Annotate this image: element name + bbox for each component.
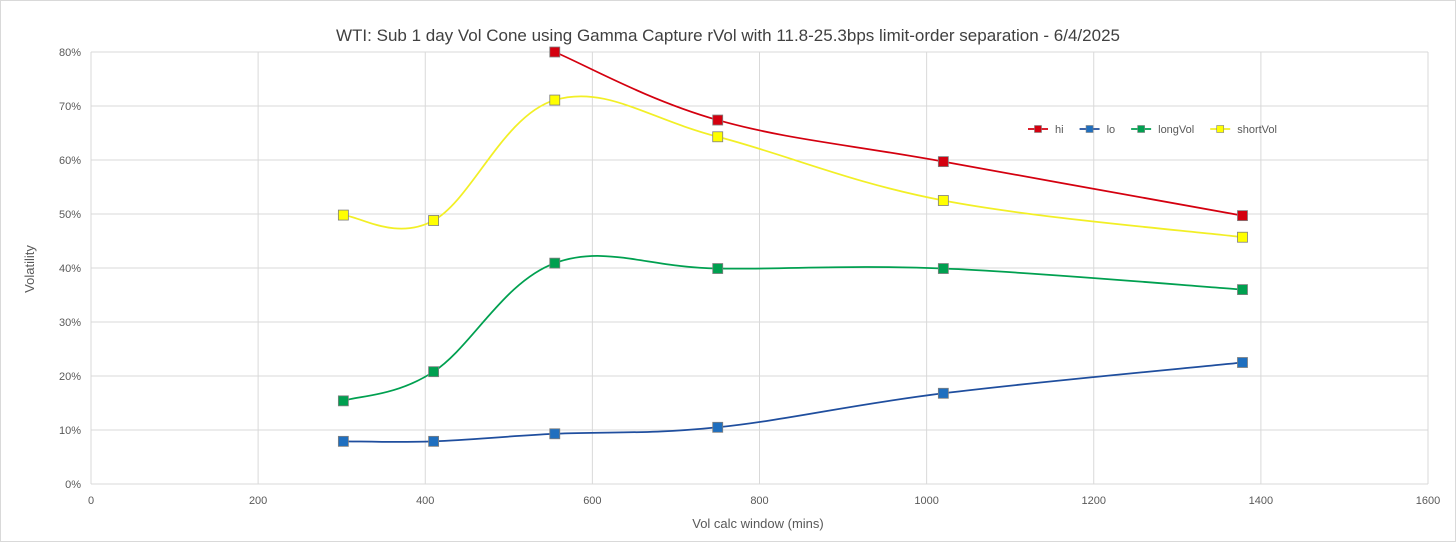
x-tick-label: 800	[750, 495, 768, 507]
y-tick-label: 0%	[65, 479, 81, 491]
y-tick-label: 80%	[59, 47, 81, 59]
data-point-longVol	[712, 263, 724, 274]
y-axis-label: Volatility	[22, 245, 37, 293]
data-point-lo	[428, 435, 440, 447]
y-tick-label: 70%	[59, 101, 81, 113]
y-tick-label: 30%	[59, 317, 81, 329]
data-point-hi	[712, 114, 724, 126]
y-tick-label: 10%	[59, 425, 81, 437]
series-layer	[337, 46, 1248, 447]
data-point-lo	[549, 428, 561, 440]
data-point-hi	[549, 46, 561, 58]
data-point-hi	[937, 156, 949, 168]
x-axis-label: Vol calc window (mins)	[692, 516, 824, 531]
series-lo	[337, 357, 1248, 447]
legend-marker-longVol	[1137, 125, 1145, 133]
data-point-longVol	[937, 263, 949, 274]
data-point-shortVol	[549, 94, 561, 106]
legend-label-hi: hi	[1055, 124, 1064, 136]
x-tick-label: 400	[416, 495, 434, 507]
data-point-longVol	[1237, 284, 1248, 296]
x-tick-labels: 0 200 400 600 800 1000 1200 1400 1600	[88, 495, 1440, 507]
x-tick-label: 1000	[914, 495, 938, 507]
y-tick-label: 50%	[59, 209, 81, 221]
series-longVol	[337, 255, 1248, 407]
y-tick-label: 20%	[59, 371, 81, 383]
data-point-shortVol	[428, 215, 440, 226]
data-point-lo	[1237, 357, 1248, 368]
data-point-shortVol	[337, 209, 349, 221]
data-point-shortVol	[1237, 231, 1248, 243]
legend-marker-lo	[1085, 125, 1094, 133]
data-point-longVol	[428, 366, 440, 378]
x-tick-label: 600	[583, 495, 601, 507]
data-point-shortVol	[937, 195, 949, 206]
legend-label-shortVol: shortVol	[1237, 124, 1277, 136]
x-tick-label: 1200	[1082, 495, 1106, 507]
data-point-longVol	[337, 395, 349, 407]
legend-marker-hi	[1034, 125, 1042, 133]
legend: hi lo longVol shortVol	[1028, 124, 1277, 136]
y-tick-label: 40%	[59, 263, 81, 275]
chart-title: WTI: Sub 1 day Vol Cone using Gamma Capt…	[336, 26, 1120, 45]
series-hi	[549, 46, 1248, 222]
series-shortVol	[337, 94, 1248, 243]
data-point-lo	[937, 387, 949, 399]
data-point-lo	[337, 435, 349, 447]
x-tick-label: 1600	[1416, 495, 1440, 507]
data-point-longVol	[549, 257, 561, 269]
legend-label-lo: lo	[1107, 124, 1116, 136]
legend-marker-shortVol	[1216, 125, 1225, 133]
series-line-hi	[554, 51, 1243, 217]
data-point-hi	[1237, 210, 1248, 222]
data-point-lo	[712, 421, 724, 433]
series-line-shortVol	[343, 95, 1243, 239]
data-point-shortVol	[712, 131, 724, 143]
y-tick-labels: 0% 10% 20% 30% 40% 50% 60% 70% 80%	[59, 47, 81, 491]
x-tick-label: 200	[249, 495, 267, 507]
x-tick-label: 0	[88, 495, 94, 507]
legend-label-longVol: longVol	[1158, 124, 1194, 136]
x-tick-label: 1400	[1249, 495, 1273, 507]
y-tick-label: 60%	[59, 155, 81, 167]
series-line-longVol	[343, 255, 1243, 402]
